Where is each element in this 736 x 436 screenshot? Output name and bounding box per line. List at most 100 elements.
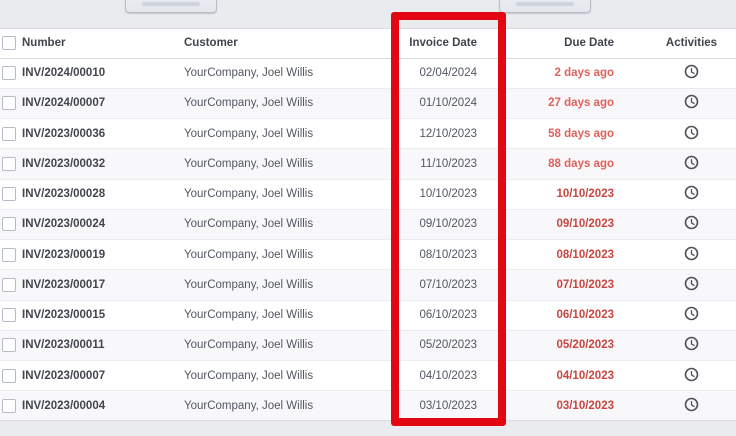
clock-icon[interactable] bbox=[684, 185, 699, 200]
table-row[interactable]: INV/2023/00028 YourCompany, Joel Willis … bbox=[0, 179, 736, 210]
customer-cell: YourCompany, Joel Willis bbox=[184, 88, 400, 120]
clock-icon[interactable] bbox=[684, 306, 699, 321]
row-checkbox[interactable] bbox=[2, 126, 16, 141]
number-cell: INV/2024/00007 bbox=[22, 88, 184, 120]
activities-cell bbox=[617, 269, 736, 301]
checkbox-cell bbox=[0, 360, 22, 392]
number-cell: INV/2023/00036 bbox=[22, 118, 184, 150]
invoice-date-cell: 06/10/2023 bbox=[400, 300, 480, 331]
due-date-cell: 08/10/2023 bbox=[480, 239, 617, 271]
due-date-cell: 04/10/2023 bbox=[480, 360, 617, 392]
row-checkbox[interactable] bbox=[2, 217, 16, 232]
customer-cell: YourCompany, Joel Willis bbox=[184, 360, 400, 392]
invoice-list: Number Customer Invoice Date Due Date Ac… bbox=[0, 28, 736, 421]
row-checkbox[interactable] bbox=[2, 368, 16, 383]
row-checkbox[interactable] bbox=[2, 187, 16, 202]
customer-cell: YourCompany, Joel Willis bbox=[184, 239, 400, 271]
clock-icon[interactable] bbox=[684, 155, 699, 170]
due-date-cell: 2 days ago bbox=[480, 58, 617, 89]
clock-icon[interactable] bbox=[684, 397, 699, 412]
clock-icon[interactable] bbox=[684, 64, 699, 79]
number-cell: INV/2023/00017 bbox=[22, 269, 184, 301]
checkbox-cell bbox=[0, 300, 22, 331]
number-cell: INV/2024/00010 bbox=[22, 58, 184, 89]
table-row[interactable]: INV/2024/00010 YourCompany, Joel Willis … bbox=[0, 58, 736, 89]
row-checkbox[interactable] bbox=[2, 277, 16, 292]
activities-cell bbox=[617, 390, 736, 420]
table-row[interactable]: INV/2024/00007 YourCompany, Joel Willis … bbox=[0, 88, 736, 120]
table-row[interactable]: INV/2023/00007 YourCompany, Joel Willis … bbox=[0, 360, 736, 392]
row-checkbox[interactable] bbox=[2, 338, 16, 353]
column-header-due-date[interactable]: Due Date bbox=[480, 29, 617, 59]
number-cell: INV/2023/00019 bbox=[22, 239, 184, 271]
table-row[interactable]: INV/2023/00032 YourCompany, Joel Willis … bbox=[0, 148, 736, 180]
invoice-date-cell: 08/10/2023 bbox=[400, 239, 480, 271]
table-row[interactable]: INV/2023/00017 YourCompany, Joel Willis … bbox=[0, 269, 736, 301]
checkbox-cell bbox=[0, 239, 22, 271]
customer-cell: YourCompany, Joel Willis bbox=[184, 209, 400, 241]
activities-cell bbox=[617, 148, 736, 180]
invoice-date-cell: 05/20/2023 bbox=[400, 330, 480, 362]
row-checkbox[interactable] bbox=[2, 247, 16, 262]
activities-cell bbox=[617, 58, 736, 89]
clock-icon[interactable] bbox=[684, 94, 699, 109]
select-all-checkbox[interactable] bbox=[2, 36, 16, 51]
clock-icon[interactable] bbox=[684, 336, 699, 351]
checkbox-cell bbox=[0, 148, 22, 180]
row-checkbox[interactable] bbox=[2, 156, 16, 171]
due-date-cell: 10/10/2023 bbox=[480, 179, 617, 210]
table-row[interactable]: INV/2023/00011 YourCompany, Joel Willis … bbox=[0, 330, 736, 362]
table-row[interactable]: INV/2023/00004 YourCompany, Joel Willis … bbox=[0, 390, 736, 420]
invoice-date-cell: 02/04/2024 bbox=[400, 58, 480, 89]
activities-cell bbox=[617, 330, 736, 362]
due-date-cell: 58 days ago bbox=[480, 118, 617, 150]
clock-icon[interactable] bbox=[684, 367, 699, 382]
customer-cell: YourCompany, Joel Willis bbox=[184, 330, 400, 362]
invoice-date-cell: 01/10/2024 bbox=[400, 88, 480, 120]
row-checkbox[interactable] bbox=[2, 96, 16, 111]
customer-cell: YourCompany, Joel Willis bbox=[184, 58, 400, 89]
invoice-date-cell: 10/10/2023 bbox=[400, 179, 480, 210]
header-row: Number Customer Invoice Date Due Date Ac… bbox=[0, 29, 736, 59]
checkbox-cell bbox=[0, 88, 22, 120]
clock-icon[interactable] bbox=[684, 215, 699, 230]
top-left-button[interactable] bbox=[125, 0, 217, 13]
customer-cell: YourCompany, Joel Willis bbox=[184, 300, 400, 331]
clock-icon[interactable] bbox=[684, 246, 699, 261]
select-all-cell bbox=[0, 29, 22, 59]
number-cell: INV/2023/00032 bbox=[22, 148, 184, 180]
number-cell: INV/2023/00007 bbox=[22, 360, 184, 392]
checkbox-cell bbox=[0, 179, 22, 210]
invoice-date-cell: 04/10/2023 bbox=[400, 360, 480, 392]
table-row[interactable]: INV/2023/00015 YourCompany, Joel Willis … bbox=[0, 300, 736, 331]
table-row[interactable]: INV/2023/00024 YourCompany, Joel Willis … bbox=[0, 209, 736, 241]
row-checkbox[interactable] bbox=[2, 308, 16, 323]
number-cell: INV/2023/00024 bbox=[22, 209, 184, 241]
column-header-invoice-date[interactable]: Invoice Date bbox=[400, 29, 480, 59]
invoice-table: Number Customer Invoice Date Due Date Ac… bbox=[0, 29, 736, 420]
customer-cell: YourCompany, Joel Willis bbox=[184, 148, 400, 180]
checkbox-cell bbox=[0, 330, 22, 362]
invoice-date-cell: 07/10/2023 bbox=[400, 269, 480, 301]
number-cell: INV/2023/00004 bbox=[22, 390, 184, 420]
invoice-date-cell: 12/10/2023 bbox=[400, 118, 480, 150]
clock-icon[interactable] bbox=[684, 125, 699, 140]
top-right-button[interactable] bbox=[499, 0, 591, 13]
row-checkbox[interactable] bbox=[2, 398, 16, 413]
due-date-cell: 07/10/2023 bbox=[480, 269, 617, 301]
activities-cell bbox=[617, 239, 736, 271]
clock-icon[interactable] bbox=[684, 276, 699, 291]
table-row[interactable]: INV/2023/00036 YourCompany, Joel Willis … bbox=[0, 118, 736, 150]
activities-cell bbox=[617, 300, 736, 331]
column-header-activities[interactable]: Activities bbox=[617, 29, 736, 59]
activities-cell bbox=[617, 209, 736, 241]
invoice-date-cell: 09/10/2023 bbox=[400, 209, 480, 241]
checkbox-cell bbox=[0, 269, 22, 301]
activities-cell bbox=[617, 118, 736, 150]
column-header-customer[interactable]: Customer bbox=[184, 29, 400, 59]
due-date-cell: 05/20/2023 bbox=[480, 330, 617, 362]
row-checkbox[interactable] bbox=[2, 66, 16, 81]
due-date-cell: 09/10/2023 bbox=[480, 209, 617, 241]
column-header-number[interactable]: Number bbox=[22, 29, 184, 59]
table-row[interactable]: INV/2023/00019 YourCompany, Joel Willis … bbox=[0, 239, 736, 271]
